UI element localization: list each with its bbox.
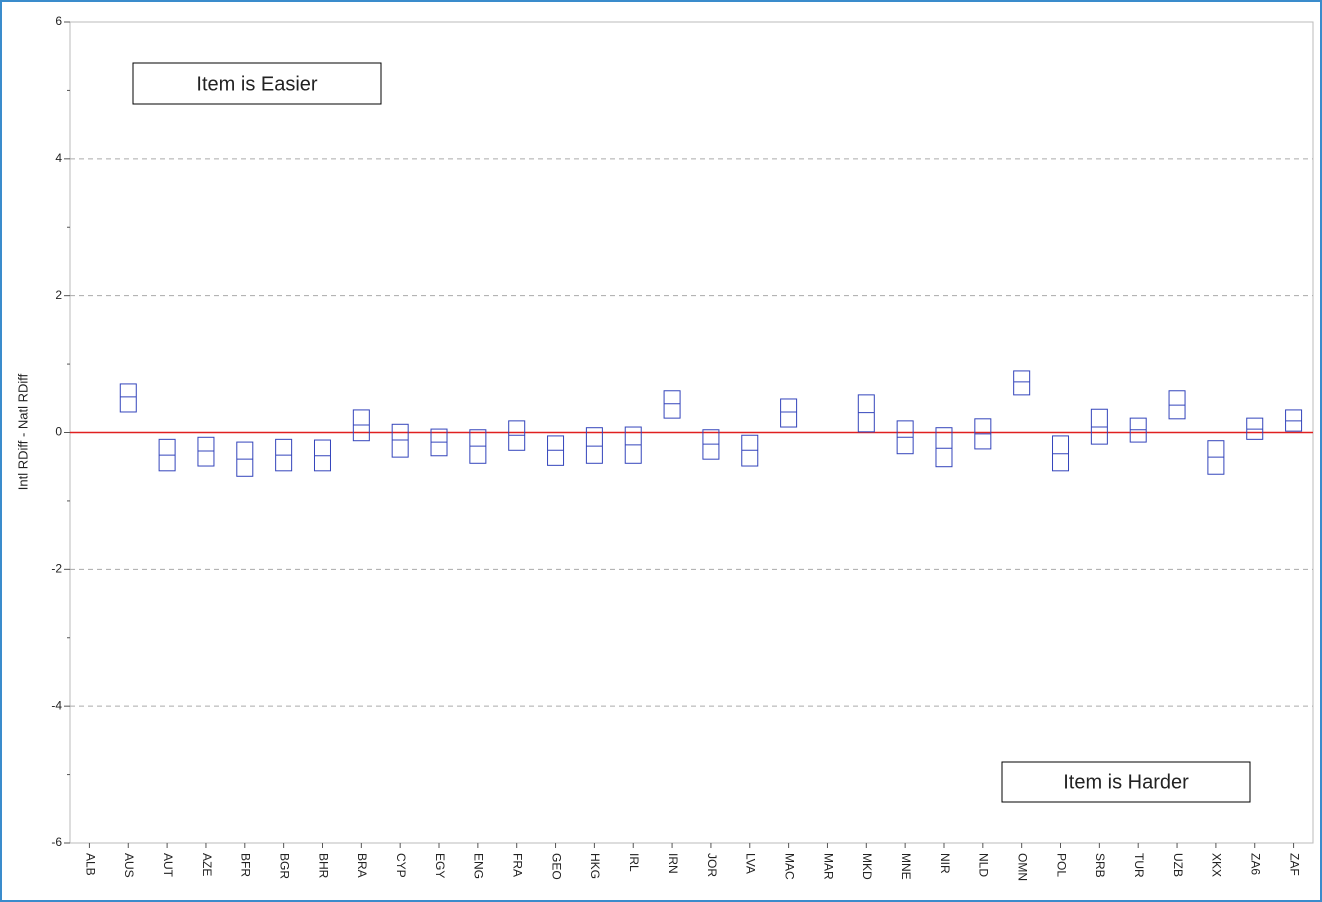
range-box bbox=[391, 423, 409, 458]
x-tick-label: AUT bbox=[161, 853, 175, 878]
x-tick-label: POL bbox=[1054, 853, 1068, 877]
range-box bbox=[780, 398, 798, 428]
x-tick-label: ENG bbox=[472, 853, 486, 879]
range-box bbox=[585, 427, 603, 464]
x-tick-label: NIR bbox=[938, 853, 952, 874]
y-tick-label: -2 bbox=[51, 562, 62, 576]
x-tick-label: AUS bbox=[122, 853, 136, 878]
annotation-box bbox=[1001, 761, 1251, 803]
range-box bbox=[119, 383, 137, 413]
y-tick-label: 0 bbox=[55, 425, 62, 439]
x-tick-label: OMN bbox=[1016, 853, 1030, 881]
x-tick-label: ALB bbox=[83, 853, 97, 876]
x-tick-label: HKG bbox=[588, 853, 602, 879]
x-tick-label: SRB bbox=[1093, 853, 1107, 878]
x-tick-label: LVA bbox=[744, 853, 758, 874]
y-axis-label: Intl RDiff - Natl RDiff bbox=[15, 373, 30, 490]
x-tick-label: FRA bbox=[511, 853, 525, 877]
x-tick-label: ZA6 bbox=[1249, 853, 1263, 875]
y-tick-label: -6 bbox=[51, 835, 62, 849]
x-tick-label: ZAF bbox=[1287, 853, 1301, 876]
y-tick-label: 4 bbox=[55, 151, 62, 165]
annotation-box bbox=[132, 62, 382, 105]
x-tick-label: AZE bbox=[200, 853, 214, 876]
x-tick-label: IRN bbox=[666, 853, 680, 874]
x-tick-label: MAC bbox=[782, 853, 796, 880]
x-tick-label: BGR bbox=[277, 853, 291, 879]
x-tick-label: MKD bbox=[860, 853, 874, 880]
x-tick-label: JOR bbox=[705, 853, 719, 877]
annotation: Item is Easier bbox=[196, 73, 317, 95]
x-tick-label: UZB bbox=[1171, 853, 1185, 877]
y-tick-label: -4 bbox=[51, 698, 62, 712]
x-tick-label: BFR bbox=[239, 853, 253, 877]
x-tick-label: CYP bbox=[394, 853, 408, 878]
x-tick-label: TUR bbox=[1132, 853, 1146, 878]
x-tick-label: EGY bbox=[433, 853, 447, 878]
range-box bbox=[857, 394, 875, 433]
x-tick-label: GEO bbox=[549, 853, 563, 880]
plot-area: -6 -4 -2 0 2 4 6 ALB AUS AUT AZE BFR BGR BHR BRA CYP EGY… bbox=[51, 14, 1314, 881]
x-tick-label: NLD bbox=[977, 853, 991, 877]
x-tick-label: MAR bbox=[821, 853, 835, 880]
x-tick-label: IRL bbox=[627, 853, 641, 872]
range-box bbox=[197, 436, 215, 467]
range-box bbox=[1013, 370, 1031, 396]
x-tick-label: MNE bbox=[899, 853, 913, 880]
x-tick-label: BHR bbox=[316, 853, 330, 879]
x-tick-label: XKX bbox=[1210, 853, 1224, 877]
annotation: Item is Harder bbox=[1063, 771, 1189, 793]
range-box bbox=[935, 427, 953, 468]
y-tick-label: 2 bbox=[55, 288, 62, 302]
range-box bbox=[663, 390, 681, 419]
y-tick-label: 6 bbox=[55, 14, 62, 28]
x-tick-label: BRA bbox=[355, 853, 369, 878]
